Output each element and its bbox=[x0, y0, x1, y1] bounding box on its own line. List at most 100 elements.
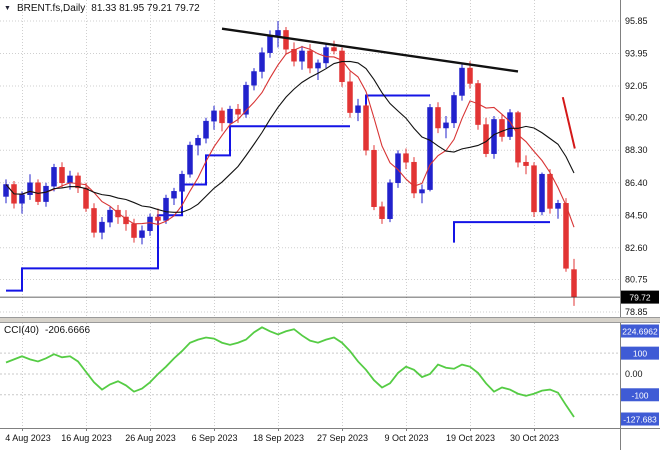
candle-body bbox=[283, 30, 289, 50]
candle-body bbox=[91, 208, 97, 233]
date-label: 6 Sep 2023 bbox=[191, 433, 237, 443]
candle-body bbox=[307, 50, 313, 69]
candle-body bbox=[155, 216, 161, 221]
candle-body bbox=[99, 221, 105, 233]
date-label: 16 Aug 2023 bbox=[61, 433, 112, 443]
support-resistance-line[interactable] bbox=[6, 125, 350, 292]
candle-body bbox=[347, 81, 353, 113]
ma-fast-line bbox=[5, 46, 575, 228]
candle-body bbox=[499, 119, 505, 137]
candle-body bbox=[19, 194, 25, 204]
candle-body bbox=[355, 105, 361, 113]
candle-body bbox=[331, 47, 337, 52]
price-tick-label: 78.85 bbox=[625, 307, 648, 317]
price-tick-label: 80.75 bbox=[625, 274, 648, 284]
candle-body bbox=[483, 124, 489, 154]
candle-body bbox=[443, 122, 449, 129]
candle-body bbox=[171, 191, 177, 199]
candle-body bbox=[459, 67, 465, 96]
candle-body bbox=[227, 108, 233, 124]
candle-body bbox=[43, 185, 49, 202]
candle-body bbox=[75, 175, 81, 189]
indicator-value: -206.6666 bbox=[45, 325, 91, 336]
candle-body bbox=[323, 47, 329, 64]
candle-body bbox=[83, 187, 89, 209]
date-label: 30 Oct 2023 bbox=[510, 433, 559, 443]
candle-body bbox=[291, 48, 297, 62]
candle-body bbox=[27, 182, 33, 195]
date-label: 4 Aug 2023 bbox=[5, 433, 51, 443]
candle-body bbox=[35, 182, 41, 202]
candle-body bbox=[163, 197, 169, 221]
candle-body bbox=[371, 149, 377, 207]
candle-body bbox=[131, 223, 137, 238]
candle-body bbox=[107, 209, 113, 223]
candle-body bbox=[539, 173, 545, 213]
price-tick-label: 92.05 bbox=[625, 81, 648, 91]
panel-splitter[interactable] bbox=[0, 317, 660, 323]
price-tick-label: 82.60 bbox=[625, 243, 648, 253]
candle-body bbox=[275, 30, 281, 36]
candle-body bbox=[571, 269, 577, 298]
candle-body bbox=[179, 173, 185, 192]
candle-body bbox=[219, 110, 225, 124]
price-tick-label: 84.50 bbox=[625, 210, 648, 220]
cci-level-badge-minus100 bbox=[621, 388, 659, 402]
trendline[interactable] bbox=[221, 27, 519, 73]
trendline-short[interactable] bbox=[561, 96, 576, 149]
candle-body bbox=[467, 67, 473, 84]
candle-body bbox=[363, 105, 369, 151]
candle-body bbox=[251, 71, 257, 86]
price-tick-label: 90.20 bbox=[625, 113, 648, 123]
symbol-name: BRENT.fs,Daily bbox=[16, 3, 86, 14]
price-tick-label: 86.40 bbox=[625, 178, 648, 188]
candle-body bbox=[555, 203, 561, 209]
candle-body bbox=[51, 167, 57, 187]
candle-body bbox=[547, 173, 553, 209]
candle-body bbox=[203, 120, 209, 139]
candle-body bbox=[411, 161, 417, 194]
date-label: 27 Sep 2023 bbox=[317, 433, 368, 443]
candle-body bbox=[563, 203, 569, 269]
date-label: 26 Aug 2023 bbox=[125, 433, 176, 443]
candle-body bbox=[507, 112, 513, 137]
indicator-name: CCI(40) bbox=[4, 325, 40, 336]
candle-body bbox=[531, 165, 537, 213]
chart-title: ▼ BRENT.fs,Daily 81.33 81.95 79.21 79.72 bbox=[4, 3, 200, 14]
indicator-label: CCI(40) -206.6666 bbox=[4, 325, 90, 336]
indicator-plot-area[interactable] bbox=[0, 324, 620, 426]
price-marker-badge-text: 79.72 bbox=[629, 293, 651, 303]
date-label: 18 Sep 2023 bbox=[253, 433, 304, 443]
candle-body bbox=[515, 112, 521, 163]
candle-body bbox=[523, 161, 529, 166]
price-tick-label: 88.30 bbox=[625, 145, 648, 155]
price-tick-label: 95.85 bbox=[625, 16, 648, 26]
candle-body bbox=[139, 230, 145, 238]
cci-level-label-0: 0.00 bbox=[625, 369, 643, 379]
cci-scale-max-badge bbox=[621, 324, 659, 338]
candle-body bbox=[379, 206, 385, 219]
ohlc-values: 81.33 81.95 79.21 79.72 bbox=[91, 3, 200, 14]
candle-body bbox=[315, 62, 321, 69]
cci-level-badge-minus100-text: -100 bbox=[631, 390, 648, 400]
price-axis[interactable] bbox=[620, 0, 660, 450]
candle-body bbox=[427, 107, 433, 190]
candle-body bbox=[59, 167, 65, 184]
date-label: 19 Oct 2023 bbox=[446, 433, 495, 443]
support-resistance-line[interactable] bbox=[453, 221, 550, 243]
cci-scale-max-badge-text: 224.6962 bbox=[622, 327, 658, 337]
cci-level-badge-100 bbox=[621, 346, 659, 360]
candle-body bbox=[211, 110, 217, 122]
cci-line bbox=[5, 326, 575, 418]
candle-body bbox=[67, 175, 73, 184]
cci-scale-min-badge-text: -127.683 bbox=[623, 415, 657, 425]
candle-body bbox=[435, 107, 441, 129]
candle-body bbox=[195, 138, 201, 146]
candle-body bbox=[387, 182, 393, 219]
cci-scale-min-badge bbox=[621, 412, 659, 426]
candle-body bbox=[187, 144, 193, 175]
candle-body bbox=[403, 153, 409, 163]
cci-level-badge-100-text: 100 bbox=[633, 349, 647, 359]
